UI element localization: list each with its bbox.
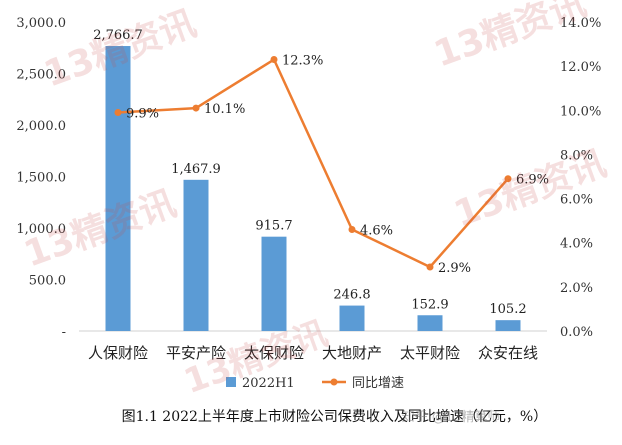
figure-caption: 图1.1 2022上半年度上市财险公司保费收入及同比增速（亿元，%） 知乎 @1… [0, 406, 622, 426]
x-tick-label: 人保财险 [88, 344, 148, 362]
x-tick-label: 大地财产 [322, 344, 382, 362]
growth-point [504, 175, 512, 183]
x-tick-label: 太平财险 [400, 344, 460, 362]
bar-value-label: 915.7 [255, 219, 292, 234]
bar [105, 46, 131, 331]
line-value-label: 2.9% [438, 261, 471, 276]
line-value-label: 9.9% [126, 106, 159, 121]
bar-value-label: 246.8 [333, 288, 370, 303]
legend-label: 2022H1 [242, 376, 295, 391]
x-tick-label: 平安产险 [166, 344, 226, 362]
y-left-tick-label: - [62, 325, 66, 340]
y-right-tick-label: 6.0% [560, 193, 593, 208]
x-tick-label: 太保财险 [244, 344, 304, 362]
y-left-tick-label: 1,500.0 [16, 171, 66, 186]
legend-label: 同比增速 [352, 376, 404, 391]
growth-line [117, 58, 509, 269]
y-right-tick-label: 2.0% [560, 281, 593, 296]
bar-value-label: 152.9 [411, 297, 448, 312]
growth-point [348, 225, 356, 233]
y-left-tick-label: 500.0 [29, 274, 66, 289]
y-left-tick-label: 3,000.0 [16, 16, 66, 31]
y-left-tick-label: 2,000.0 [16, 119, 66, 134]
caption-text: 图1.1 2022上半年度上市财险公司保费收入及同比增速（亿元，%） [121, 409, 548, 425]
bar-value-label: 105.2 [489, 302, 526, 317]
caption-credit: 知乎 @13精算师 [401, 410, 501, 425]
y-right-tick-label: 14.0% [560, 16, 601, 31]
growth-point [192, 104, 200, 112]
y-right-tick-label: 12.0% [560, 60, 601, 75]
growth-point [426, 263, 434, 271]
line-value-label: 4.6% [360, 223, 393, 238]
bar [339, 305, 365, 331]
y-left-tick-label: 1,000.0 [16, 222, 66, 237]
legend-swatch-marker [330, 378, 338, 386]
line-value-label: 6.9% [516, 173, 549, 188]
y-left-tick-label: 2,500.0 [16, 68, 66, 83]
bar [495, 320, 521, 331]
y-right-tick-label: 8.0% [560, 148, 593, 163]
growth-point [114, 108, 122, 116]
y-right-tick-label: 0.0% [560, 325, 593, 340]
line-value-label: 12.3% [282, 54, 323, 69]
bar-value-label: 1,467.9 [171, 162, 221, 177]
bar [261, 236, 287, 331]
legend-swatch-bar [226, 377, 236, 387]
bar [183, 179, 209, 331]
growth-point [270, 56, 278, 64]
bar-value-label: 2,766.7 [93, 28, 143, 43]
line-value-label: 10.1% [204, 102, 245, 117]
y-right-tick-label: 10.0% [560, 104, 601, 119]
x-tick-label: 众安在线 [478, 344, 538, 362]
bar [417, 315, 443, 331]
y-right-tick-label: 4.0% [560, 237, 593, 252]
